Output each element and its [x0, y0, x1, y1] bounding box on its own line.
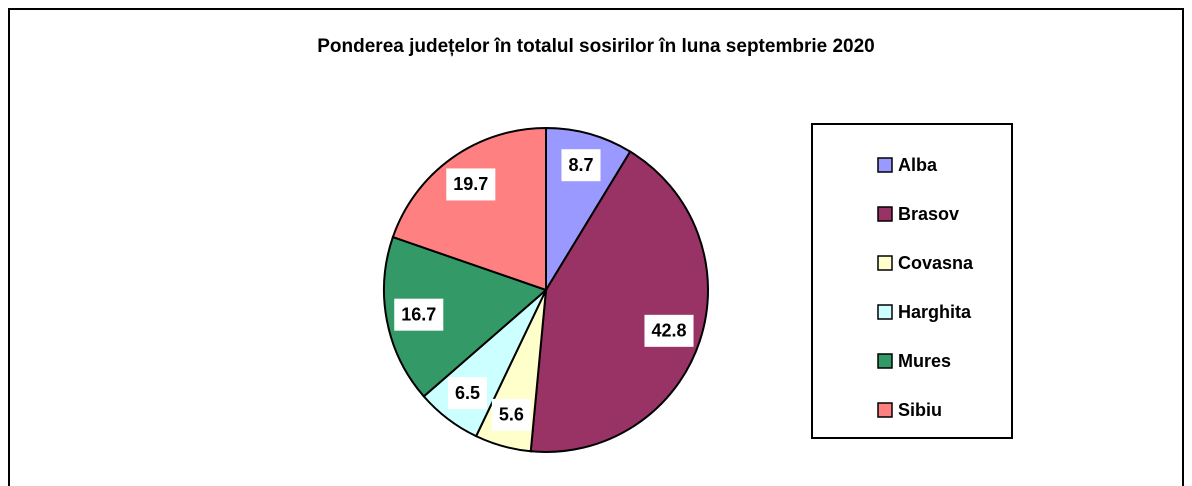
data-label: 8.7: [568, 155, 593, 175]
legend-label: Mures: [898, 351, 951, 371]
legend-label: Harghita: [898, 302, 972, 322]
data-label-box: [644, 314, 694, 347]
pie-slice: [529, 150, 709, 453]
legend-swatch: [877, 353, 893, 369]
legend-swatch: [877, 206, 893, 222]
legend-swatch: [877, 255, 893, 271]
data-label: 6.5: [455, 383, 480, 403]
chart-title: Ponderea județelor în totalul sosirilor …: [317, 36, 875, 57]
pie-slice: [391, 126, 547, 292]
data-label: 16.7: [401, 304, 436, 324]
legend-label: Covasna: [898, 253, 974, 273]
legend-swatch: [877, 304, 893, 320]
data-label: 19.7: [453, 174, 488, 194]
data-label: 5.6: [499, 405, 524, 425]
legend-swatch: [877, 402, 893, 418]
data-label-box: [446, 168, 496, 201]
legend-label: Sibiu: [898, 400, 942, 420]
data-label: 42.8: [651, 321, 686, 341]
data-label-box: [394, 298, 444, 331]
chart-frame: [8, 8, 1184, 486]
data-label-box: [561, 149, 601, 182]
legend-swatch: [877, 157, 893, 173]
legend-label: Brasov: [898, 204, 959, 224]
data-label-box: [448, 377, 488, 410]
legend-frame: [811, 123, 1013, 439]
data-label-box: [491, 398, 531, 431]
legend-label: Alba: [898, 155, 938, 175]
